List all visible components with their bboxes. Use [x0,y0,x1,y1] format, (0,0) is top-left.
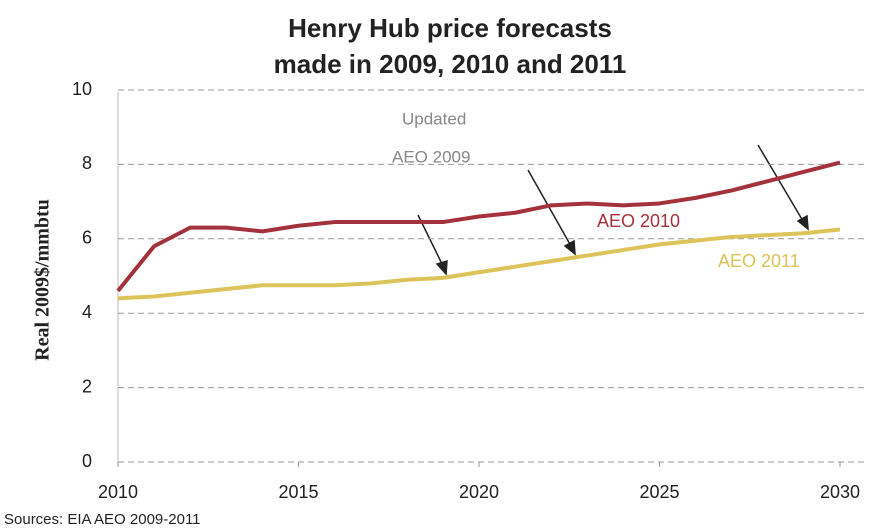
series-label: AEO 2010 [597,211,680,231]
x-tick-label: 2015 [278,482,318,502]
series-line [116,160,841,293]
y-tick-label: 0 [82,451,92,471]
annotation: Updated [402,109,466,128]
y-axis-label: Real 2009$/mmbtu [32,199,54,361]
y-tick-label: 2 [82,376,92,396]
y-tick-label: 8 [82,153,92,173]
annotation: AEO 2009 [392,147,470,166]
chart-title: made in 2009, 2010 and 2011 [274,49,627,79]
chart-title: Henry Hub price forecasts [288,13,612,43]
y-tick-label: 10 [72,79,92,99]
x-tick-label: 2010 [98,482,138,502]
series-line [117,227,841,301]
x-tick-label: 2020 [459,482,499,502]
y-tick-label: 4 [82,302,92,322]
x-tick-label: 2030 [820,482,860,502]
x-tick-label: 2025 [639,482,679,502]
y-tick-label: 6 [82,228,92,248]
source-note: Sources: EIA AEO 2009-2011 [4,511,201,528]
series-label: AEO 2011 [718,251,800,271]
